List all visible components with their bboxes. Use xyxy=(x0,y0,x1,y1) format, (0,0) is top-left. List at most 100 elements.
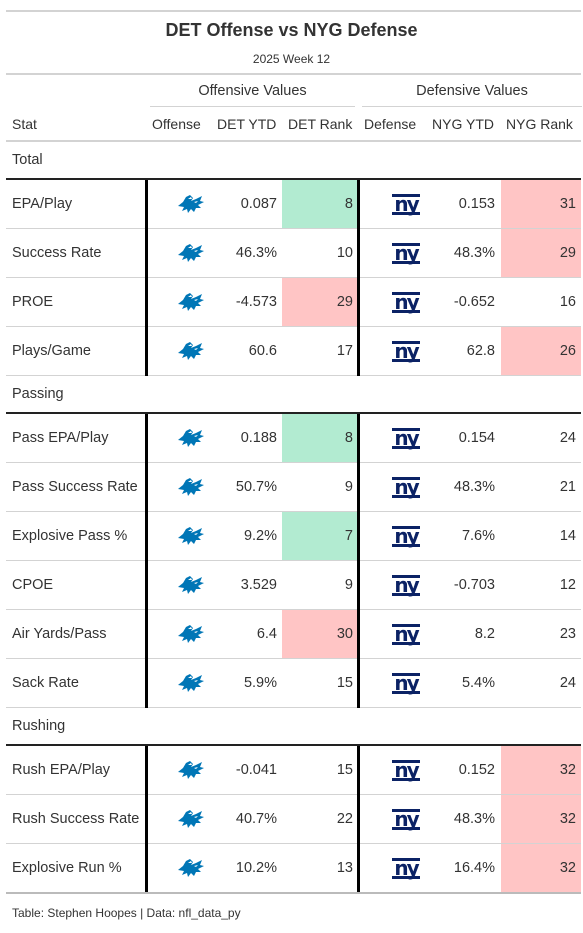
nyg-rank-value: 24 xyxy=(559,430,576,446)
det-ytd-value: 5.9% xyxy=(243,675,277,691)
defense-section-divider xyxy=(357,414,360,708)
nyg-ytd-value: 62.8 xyxy=(466,343,495,359)
stat-name: EPA/Play xyxy=(12,196,73,212)
stat-name: Rush EPA/Play xyxy=(12,762,111,778)
nyg-ytd-value: 48.3% xyxy=(453,479,495,495)
defense-section-divider xyxy=(357,180,360,376)
detroit-lions-logo-icon xyxy=(176,857,206,884)
table-footer: Table: Stephen Hoopes | Data: nfl_data_p… xyxy=(12,906,241,920)
nyg-rank-value: 29 xyxy=(559,245,576,261)
det-ytd-value: 60.6 xyxy=(248,343,277,359)
new-york-giants-logo-icon: ny xyxy=(390,290,422,319)
row-divider xyxy=(6,843,581,844)
detroit-lions-logo-icon xyxy=(176,623,206,650)
det-ytd-value: 3.529 xyxy=(240,577,277,593)
group-label-rushing: Rushing xyxy=(12,718,66,734)
detroit-lions-logo-icon xyxy=(176,291,206,318)
rank-highlight-bad xyxy=(282,278,358,326)
det-rank-value: 9 xyxy=(344,577,353,593)
stat-name: Explosive Run % xyxy=(12,860,122,876)
nyg-rank-value: 14 xyxy=(559,528,576,544)
new-york-giants-logo-icon: ny xyxy=(390,339,422,368)
table-title: DET Offense vs NYG Defense xyxy=(165,20,418,40)
rank-highlight-bad xyxy=(501,844,581,892)
stat-name: PROE xyxy=(12,294,54,310)
stat-name: Rush Success Rate xyxy=(12,811,140,827)
rank-highlight-bad xyxy=(501,180,581,228)
row-divider xyxy=(6,228,581,229)
det-rank-value: 17 xyxy=(336,343,353,359)
column-header-nyg-ytd: NYG YTD xyxy=(432,116,494,132)
detroit-lions-logo-icon xyxy=(176,193,206,220)
nyg-ytd-value: 8.2 xyxy=(474,626,495,642)
new-york-giants-logo-icon: ny xyxy=(390,671,422,700)
new-york-giants-logo-icon: ny xyxy=(390,192,422,221)
row-divider xyxy=(6,658,581,659)
det-ytd-value: 0.188 xyxy=(240,430,277,446)
det-ytd-value: 46.3% xyxy=(235,245,277,261)
nyg-rank-value: 26 xyxy=(559,343,576,359)
nyg-rank-value: 32 xyxy=(559,811,576,827)
column-header-offense: Offense xyxy=(152,116,201,132)
row-divider xyxy=(6,560,581,561)
column-header-defense: Defense xyxy=(364,116,417,132)
detroit-lions-logo-icon xyxy=(176,759,206,786)
detroit-lions-logo-icon xyxy=(176,574,206,601)
row-divider xyxy=(6,609,581,610)
det-rank-value: 13 xyxy=(336,860,353,876)
det-rank-value: 30 xyxy=(336,626,353,642)
detroit-lions-logo-icon xyxy=(176,242,206,269)
det-ytd-value: -0.041 xyxy=(235,762,277,778)
column-header-det-rank: DET Rank xyxy=(288,116,353,132)
stat-name: Plays/Game xyxy=(12,343,91,359)
rank-highlight-bad xyxy=(501,795,581,843)
rank-highlight-good xyxy=(282,414,358,462)
spanner-offensive-values: Offensive Values xyxy=(198,83,307,99)
detroit-lions-logo-icon xyxy=(176,525,206,552)
defense-section-divider xyxy=(357,746,360,893)
column-header-stat: Stat xyxy=(12,116,37,132)
nyg-ytd-value: 0.152 xyxy=(458,762,495,778)
bottom-rule xyxy=(6,892,581,894)
detroit-lions-logo-icon xyxy=(176,808,206,835)
spanner-defensive-values: Defensive Values xyxy=(416,83,528,99)
new-york-giants-logo-icon: ny xyxy=(390,475,422,504)
rank-highlight-bad xyxy=(501,229,581,277)
nyg-rank-value: 32 xyxy=(559,860,576,876)
rank-highlight-bad xyxy=(501,327,581,375)
det-ytd-value: -4.573 xyxy=(235,294,277,310)
det-rank-value: 8 xyxy=(344,196,353,212)
nyg-rank-value: 31 xyxy=(559,196,576,212)
column-header-rule xyxy=(6,140,581,142)
group-label-total: Total xyxy=(12,152,43,168)
table-subtitle: 2025 Week 12 xyxy=(252,52,331,66)
nyg-ytd-value: -0.703 xyxy=(453,577,495,593)
detroit-lions-logo-icon xyxy=(176,427,206,454)
nyg-ytd-value: 7.6% xyxy=(461,528,495,544)
stat-name: Pass EPA/Play xyxy=(12,430,109,446)
det-ytd-value: 50.7% xyxy=(235,479,277,495)
det-ytd-value: 40.7% xyxy=(235,811,277,827)
det-rank-value: 10 xyxy=(336,245,353,261)
stat-name: CPOE xyxy=(12,577,54,593)
rank-highlight-good xyxy=(282,180,358,228)
det-ytd-value: 10.2% xyxy=(235,860,277,876)
detroit-lions-logo-icon xyxy=(176,672,206,699)
nyg-ytd-value: -0.652 xyxy=(453,294,495,310)
new-york-giants-logo-icon: ny xyxy=(390,758,422,787)
nyg-ytd-value: 16.4% xyxy=(453,860,495,876)
nyg-rank-value: 23 xyxy=(559,626,576,642)
nyg-rank-value: 12 xyxy=(559,577,576,593)
nyg-rank-value: 16 xyxy=(559,294,576,310)
nyg-ytd-value: 48.3% xyxy=(453,811,495,827)
stat-name: Sack Rate xyxy=(12,675,79,691)
det-rank-value: 8 xyxy=(344,430,353,446)
detroit-lions-logo-icon xyxy=(176,340,206,367)
nyg-ytd-value: 0.154 xyxy=(458,430,495,446)
det-rank-value: 9 xyxy=(344,479,353,495)
group-rule xyxy=(6,744,581,746)
group-label-passing: Passing xyxy=(12,386,64,402)
stat-name: Explosive Pass % xyxy=(12,528,128,544)
new-york-giants-logo-icon: ny xyxy=(390,524,422,553)
